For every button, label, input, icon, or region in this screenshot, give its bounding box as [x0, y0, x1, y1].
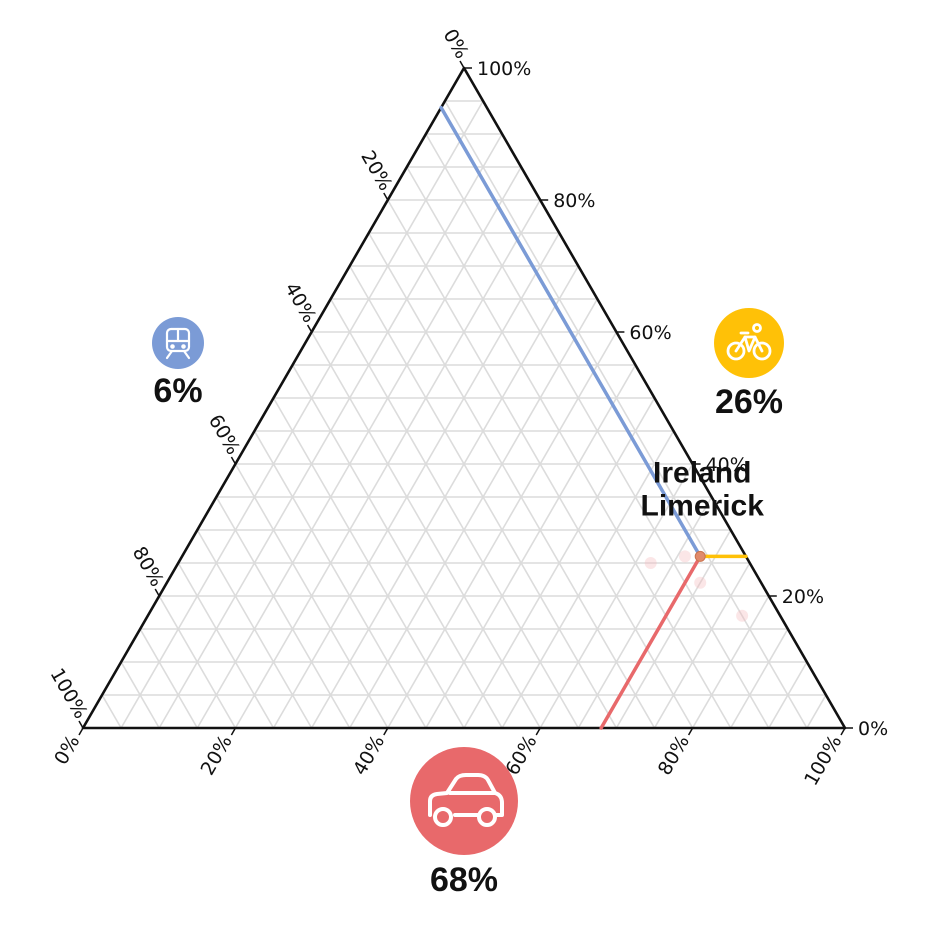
transit-circle [152, 317, 204, 369]
point-label: Ireland [653, 456, 751, 489]
grid-line [253, 430, 427, 729]
car-guide-line [599, 554, 702, 730]
grid-line [615, 529, 732, 729]
grid-line [158, 595, 237, 729]
car-axis-tick-label: 80% [654, 732, 694, 780]
transit-axis-tick [154, 588, 160, 597]
car-axis-tick-label: 0% [50, 732, 84, 769]
faded-point [644, 557, 657, 569]
grid-line [577, 496, 713, 729]
transit-axis-tick-label: 60% [204, 411, 244, 459]
transit-guide-line [439, 105, 702, 559]
grid-line [196, 529, 313, 729]
car-axis-tick-label: 100% [800, 732, 846, 790]
car-total-label: 68% [430, 861, 498, 899]
highlight-points [694, 550, 706, 562]
grid-line [691, 595, 770, 729]
bike-axis-tick-label: 100% [477, 58, 531, 80]
grid-line [196, 166, 522, 729]
grid-line [463, 397, 656, 729]
car-axis-tick-label: 40% [349, 732, 389, 780]
grid-line [768, 661, 808, 729]
transit-total-label: 6% [153, 372, 202, 410]
grid-line [425, 364, 637, 729]
axis-ticks [78, 60, 853, 736]
grid-line [329, 298, 579, 729]
car-circle [410, 747, 518, 855]
bike-axis-tick-label: 0% [858, 718, 888, 740]
transit-axis-tick-label: 80% [128, 543, 168, 591]
transit-axis-tick [230, 456, 237, 465]
point-guide-lines [439, 105, 748, 730]
bike-badge: 26% [714, 308, 784, 421]
point-label: Limerick [641, 489, 765, 522]
grid-line [730, 628, 789, 729]
grid-line [120, 661, 160, 729]
bike-circle [714, 308, 784, 378]
transit-badge: 6% [152, 317, 204, 410]
grid-line [653, 562, 751, 729]
triangle-outline [81, 66, 847, 730]
car-axis-tick [78, 727, 84, 736]
grid-line [349, 298, 599, 729]
faded-point [694, 576, 707, 589]
bicycle-icon [726, 323, 772, 361]
car-axis-tick [383, 727, 389, 736]
bike-axis-tick-label: 40% [706, 454, 748, 476]
transit-axis-tick [459, 60, 465, 69]
car-axis-tick [535, 727, 541, 736]
car-badge: 68% [410, 747, 518, 899]
faded-points [644, 550, 749, 622]
grid-line [177, 562, 275, 729]
bike-total-label: 26% [715, 383, 783, 421]
car-axis-tick-label: 20% [197, 732, 237, 780]
car-axis-tick [687, 727, 694, 736]
car-axis-tick [230, 727, 237, 736]
transit-axis-tick [306, 324, 313, 333]
grid-line [539, 463, 694, 729]
car-icon [428, 773, 504, 827]
transit-axis-tick [383, 192, 389, 201]
grid-line [234, 463, 389, 729]
grid-line [291, 364, 503, 729]
grid-line [101, 694, 122, 729]
grid-line [215, 496, 351, 729]
faded-point [736, 609, 749, 622]
grid-line [139, 628, 198, 729]
grid-line [120, 100, 484, 729]
grid-line [444, 100, 808, 729]
bike-axis-tick-label: 60% [629, 322, 671, 344]
train-icon [165, 327, 191, 360]
transit-axis-tick-label: 0% [439, 25, 473, 62]
grid-line [501, 430, 675, 729]
faded-point [678, 550, 691, 563]
grid-line [272, 397, 465, 729]
grid-line [272, 232, 560, 729]
car-axis-tick [840, 727, 846, 736]
transit-axis-tick-label: 100% [46, 664, 92, 722]
highlight-point [694, 550, 706, 562]
grid-line [806, 694, 827, 729]
transit-axis-tick-label: 20% [356, 147, 396, 195]
grid-line [406, 166, 732, 729]
grid-line [368, 232, 656, 729]
transit-axis-tick-label: 40% [280, 279, 320, 327]
transit-axis-tick [78, 720, 84, 729]
bike-axis-tick-label: 80% [553, 190, 595, 212]
bike-axis-tick-label: 20% [782, 586, 824, 608]
